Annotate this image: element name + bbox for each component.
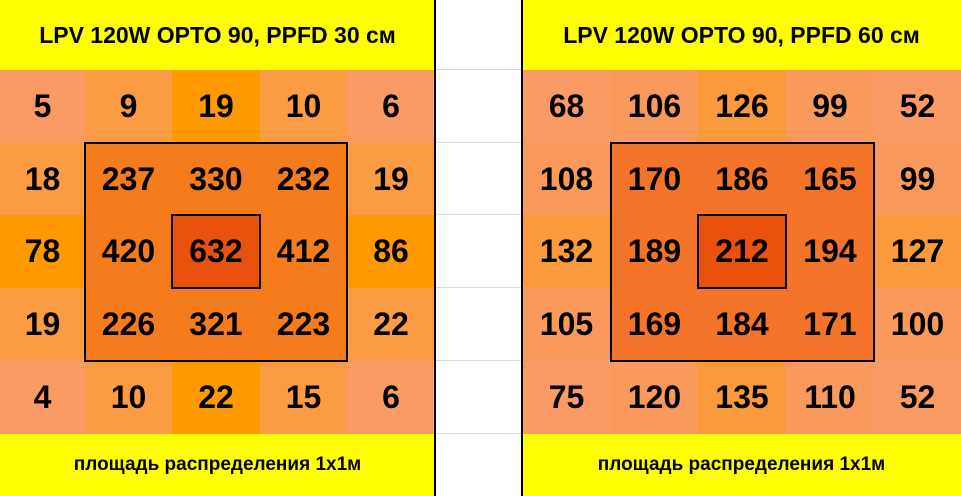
- heat-cell: 412: [260, 215, 347, 288]
- grid-line: [436, 433, 522, 434]
- heat-cell: 10: [85, 361, 172, 434]
- heat-cell: 237: [85, 143, 172, 215]
- center-frame: [697, 214, 787, 289]
- heat-cell: 126: [698, 70, 786, 143]
- heat-cell: 100: [874, 288, 961, 361]
- heat-cell: 99: [786, 70, 874, 143]
- heat-cell: 68: [522, 70, 611, 143]
- heat-cell: 22: [347, 288, 435, 361]
- heat-cell: 184: [698, 288, 786, 361]
- heat-cell: 226: [85, 288, 172, 361]
- heat-cell: 18: [0, 143, 85, 215]
- heat-cell: 420: [85, 215, 172, 288]
- heat-cell: 9: [85, 70, 172, 143]
- panel-title: LPV 120W OPTO 90, PPFD 60 см: [522, 0, 961, 70]
- heat-cell: 165: [786, 143, 874, 215]
- grid-line: [436, 214, 522, 215]
- panel-border: [434, 0, 436, 496]
- heat-cell: 171: [786, 288, 874, 361]
- center-frame: [171, 214, 261, 289]
- heat-cell: 52: [874, 361, 961, 434]
- heat-cell: 127: [874, 215, 961, 288]
- inner-frame: [610, 142, 875, 362]
- heat-cell: 99: [874, 143, 961, 215]
- heat-cell: 321: [172, 288, 260, 361]
- heat-cell: 632: [172, 215, 260, 288]
- heat-cell: 19: [347, 143, 435, 215]
- heat-cell: 108: [522, 143, 611, 215]
- heat-cell: 75: [522, 361, 611, 434]
- heat-cell: 86: [347, 215, 435, 288]
- heat-cell: 189: [611, 215, 698, 288]
- heat-cell: 186: [698, 143, 786, 215]
- panel-footer: площадь распределения 1х1м: [522, 434, 961, 496]
- heat-cell: 330: [172, 143, 260, 215]
- heat-cell: 15: [260, 361, 347, 434]
- heat-cell: 170: [611, 143, 698, 215]
- heat-cell: 169: [611, 288, 698, 361]
- heat-cell: 19: [172, 70, 260, 143]
- heat-cell: 120: [611, 361, 698, 434]
- heat-cell: 132: [522, 215, 611, 288]
- panel-footer: площадь распределения 1х1м: [0, 434, 435, 496]
- heat-cell: 223: [260, 288, 347, 361]
- heat-cell: 212: [698, 215, 786, 288]
- heat-cell: 6: [347, 361, 435, 434]
- grid-line: [436, 142, 522, 143]
- heat-cell: 110: [786, 361, 874, 434]
- heat-cell: 78: [0, 215, 85, 288]
- heat-cell: 232: [260, 143, 347, 215]
- heat-cell: 105: [522, 288, 611, 361]
- panel-title: LPV 120W OPTO 90, PPFD 30 см: [0, 0, 435, 70]
- grid-line: [436, 287, 522, 288]
- grid-line: [436, 360, 522, 361]
- panel-border: [521, 0, 523, 496]
- heat-cell: 22: [172, 361, 260, 434]
- heat-cell: 10: [260, 70, 347, 143]
- heat-cell: 6: [347, 70, 435, 143]
- heat-cell: 19: [0, 288, 85, 361]
- grid-line: [436, 69, 522, 70]
- heat-cell: 5: [0, 70, 85, 143]
- heat-cell: 52: [874, 70, 961, 143]
- inner-frame: [84, 142, 348, 362]
- heat-cell: 106: [611, 70, 698, 143]
- heat-cell: 135: [698, 361, 786, 434]
- heat-cell: 194: [786, 215, 874, 288]
- heat-cell: 4: [0, 361, 85, 434]
